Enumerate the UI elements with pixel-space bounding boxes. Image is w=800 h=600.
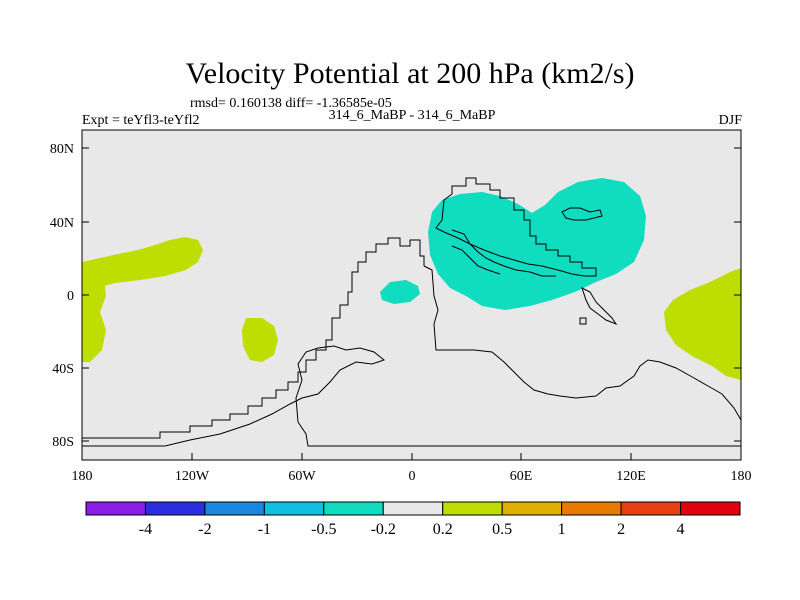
colorbar-cell [85,501,146,516]
coastline-africa [423,265,742,421]
colorbar-labels: -4 -2 -1 -0.5 -0.2 0.2 0.5 1 2 4 [139,521,685,538]
positive-region-east-pacific [242,318,278,362]
x-axis-labels: 180 120W 60W 0 60E 120E 180 [72,469,752,484]
stats-label: rmsd= 0.160138 diff= -1.36585e-05 [190,96,392,111]
colorbar-label: 0.2 [433,521,453,538]
colorbar-label: -2 [198,521,211,538]
colorbar [85,501,741,516]
axis-ticks [81,147,742,460]
positive-region-north-pacific [82,237,203,300]
colorbar-cell [144,501,206,516]
x-tick-label: 120E [616,469,646,484]
case-label: 314_6_MaBP - 314_6_MaBP [329,108,496,123]
coastline-americas [82,237,425,439]
negative-region-atlantic [380,280,420,304]
y-tick-label: 40N [50,216,74,231]
colorbar-label: -4 [139,521,152,538]
colorbar-cell [442,501,503,516]
colorbar-cell [680,501,741,516]
y-tick-label: 0 [67,289,74,304]
positive-region-west-pacific [664,268,741,380]
x-tick-label: 0 [409,469,416,484]
x-tick-label: 120W [175,469,210,484]
colorbar-label: 1 [558,521,566,538]
colorbar-label: 2 [617,521,625,538]
experiment-label: Expt = teYfl3-teYfl2 [82,113,200,128]
colorbar-label: -1 [258,521,271,538]
map-panel [81,129,742,461]
colorbar-label: -0.2 [371,521,396,538]
y-axis-labels: 80N 40N 0 40S 80S [50,142,74,450]
coastline-south-america [82,345,741,447]
coastline-southeast-asia [579,287,618,326]
positive-region-east-pacific-edge [82,268,106,362]
y-tick-label: 80S [52,435,74,450]
colorbar-cell [204,501,265,516]
y-tick-label: 40S [52,362,74,377]
colorbar-cell [382,501,444,516]
colorbar-cell [263,501,325,516]
coastline-east-asia [561,207,603,221]
x-tick-label: 180 [72,469,93,484]
colorbar-cell [561,501,622,516]
colorbar-cell [501,501,563,516]
chart-title: Velocity Potential at 200 hPa (km2/s) [185,57,634,90]
coastlines [82,177,742,447]
coastline-eurasia [435,177,597,277]
colorbar-label: -0.5 [311,521,336,538]
colorbar-label: 4 [677,521,685,538]
x-tick-label: 60W [288,469,316,484]
x-tick-label: 60E [510,469,533,484]
colorbar-label: 0.5 [492,521,512,538]
coastline-inner-asia [451,229,556,277]
colorbar-cell [323,501,384,516]
season-label: DJF [719,113,743,128]
colorbar-cell [620,501,682,516]
x-tick-label: 180 [731,469,752,484]
y-tick-label: 80N [50,142,74,157]
